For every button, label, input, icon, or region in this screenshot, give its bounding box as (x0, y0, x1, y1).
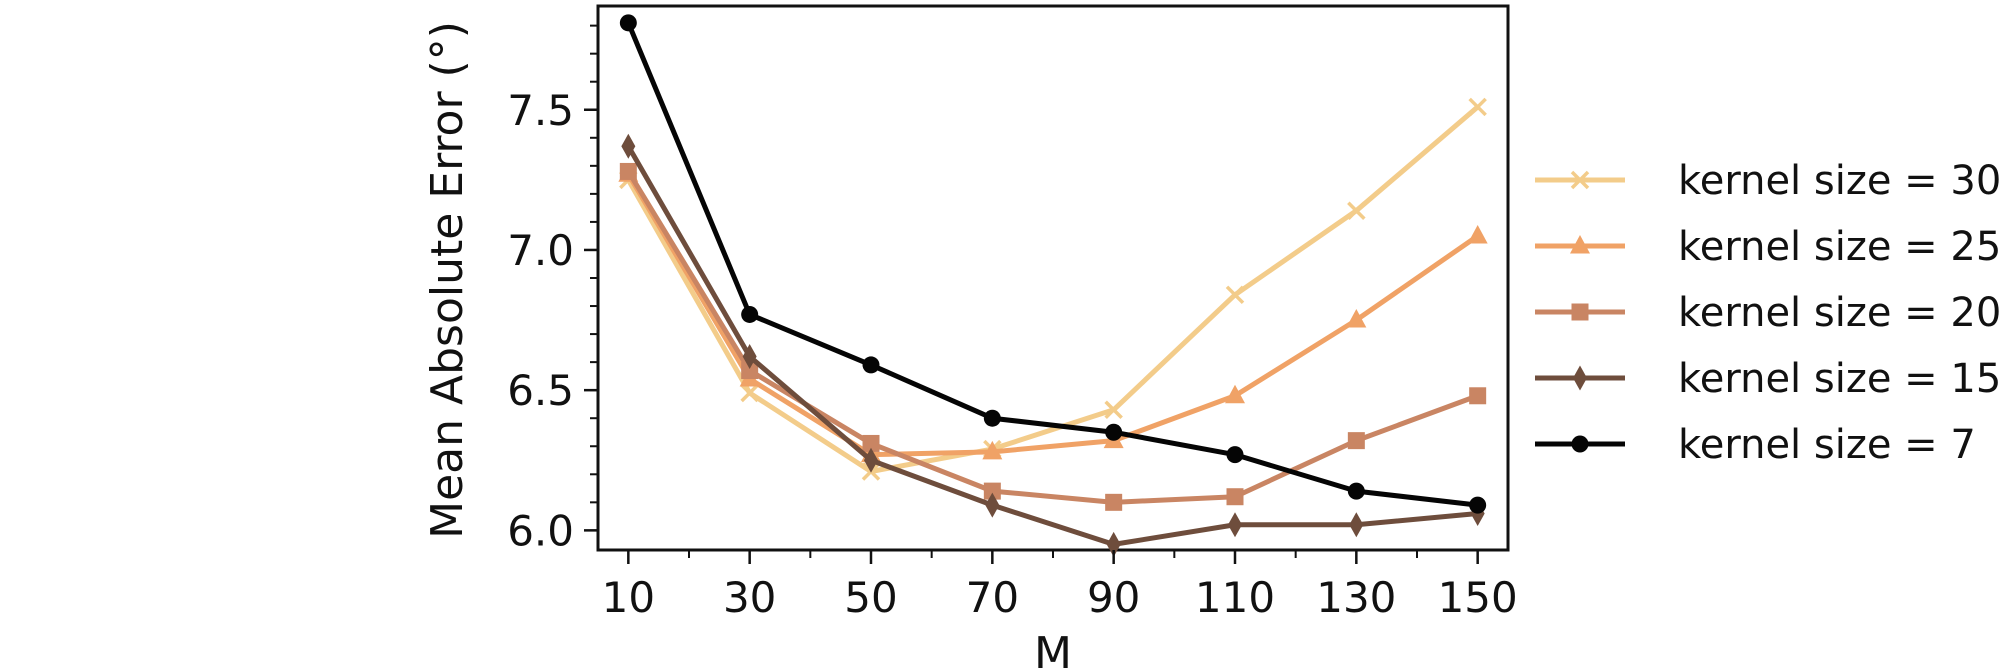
data-point (982, 440, 1003, 460)
data-point (1349, 512, 1364, 538)
data-point (1469, 387, 1487, 405)
data-point (1347, 482, 1365, 500)
series-4 (619, 14, 1487, 514)
legend-marker (1570, 170, 1590, 190)
data-point (983, 409, 1001, 427)
data-point (619, 162, 637, 180)
data-point (619, 14, 637, 32)
x-tick-label: 70 (966, 573, 1019, 622)
x-tick-label: 110 (1195, 573, 1275, 622)
data-point (1104, 400, 1123, 420)
series-line (626, 170, 1479, 505)
series-line (626, 105, 1480, 474)
data-point (985, 492, 1000, 518)
data-point (1347, 432, 1365, 450)
x-tick-label: 90 (1087, 573, 1140, 622)
x-axis-ticks: 10 30 50 70 90 110 130 150 (602, 550, 1518, 622)
legend-item-0: kernel size = 30 (1535, 158, 2000, 204)
series-line (626, 172, 1480, 458)
legend-item-3: kernel size = 15 (1535, 356, 2000, 402)
legend-marker (1571, 303, 1589, 321)
legend-item-2: kernel size = 20 (1535, 290, 2000, 336)
y-axis-ticks: 6.0 6.5 7.0 7.5 (507, 24, 598, 555)
x-tick-label: 10 (602, 573, 655, 622)
data-point (1105, 493, 1123, 511)
legend-label: kernel size = 20 (1678, 290, 2000, 336)
data-point (1106, 531, 1121, 557)
legend-item-4: kernel size = 7 (1535, 422, 1976, 468)
series-layer (618, 14, 1488, 557)
data-point (1226, 446, 1244, 464)
x-axis-label: M (1034, 628, 1072, 671)
legend: kernel size = 30 kernel size = 25 kernel s… (1535, 158, 2000, 468)
x-tick-label: 130 (1316, 573, 1396, 622)
data-point (1225, 285, 1245, 305)
data-point (1228, 512, 1242, 538)
data-point (862, 356, 880, 374)
legend-label: kernel size = 30 (1678, 158, 2000, 204)
data-point (1467, 224, 1488, 244)
legend-marker (1573, 365, 1587, 391)
data-point (862, 434, 880, 452)
data-point (1226, 488, 1244, 506)
legend-marker (1570, 235, 1590, 254)
legend-marker (1571, 435, 1589, 453)
series-0 (619, 97, 1487, 481)
data-point (1225, 384, 1245, 404)
x-tick-label: 50 (844, 573, 897, 622)
y-axis-label: Mean Absolute Error (°) (422, 21, 473, 539)
x-tick-label: 30 (723, 573, 776, 622)
data-point (983, 482, 1001, 500)
data-point (864, 447, 878, 473)
series-3 (621, 133, 1485, 557)
data-point (1468, 97, 1487, 117)
data-point (1469, 496, 1487, 514)
y-tick-label: 6.0 (507, 506, 574, 555)
legend-item-1: kernel size = 25 (1535, 224, 2000, 270)
data-point (741, 305, 759, 323)
legend-label: kernel size = 7 (1678, 422, 1976, 468)
legend-label: kernel size = 15 (1678, 356, 2000, 402)
legend-label: kernel size = 25 (1678, 224, 2000, 270)
series-line (626, 144, 1478, 547)
y-tick-label: 7.0 (507, 226, 574, 275)
y-tick-label: 7.5 (507, 86, 574, 135)
data-point (1347, 201, 1366, 220)
data-point (1105, 423, 1123, 441)
data-point (742, 344, 757, 370)
y-tick-label: 6.5 (507, 366, 574, 415)
data-point (741, 362, 759, 380)
data-point (740, 383, 759, 403)
series-2 (619, 162, 1487, 511)
data-point (1346, 309, 1367, 328)
data-point (621, 133, 636, 159)
series-line (626, 21, 1478, 508)
x-tick-label: 150 (1438, 573, 1518, 622)
